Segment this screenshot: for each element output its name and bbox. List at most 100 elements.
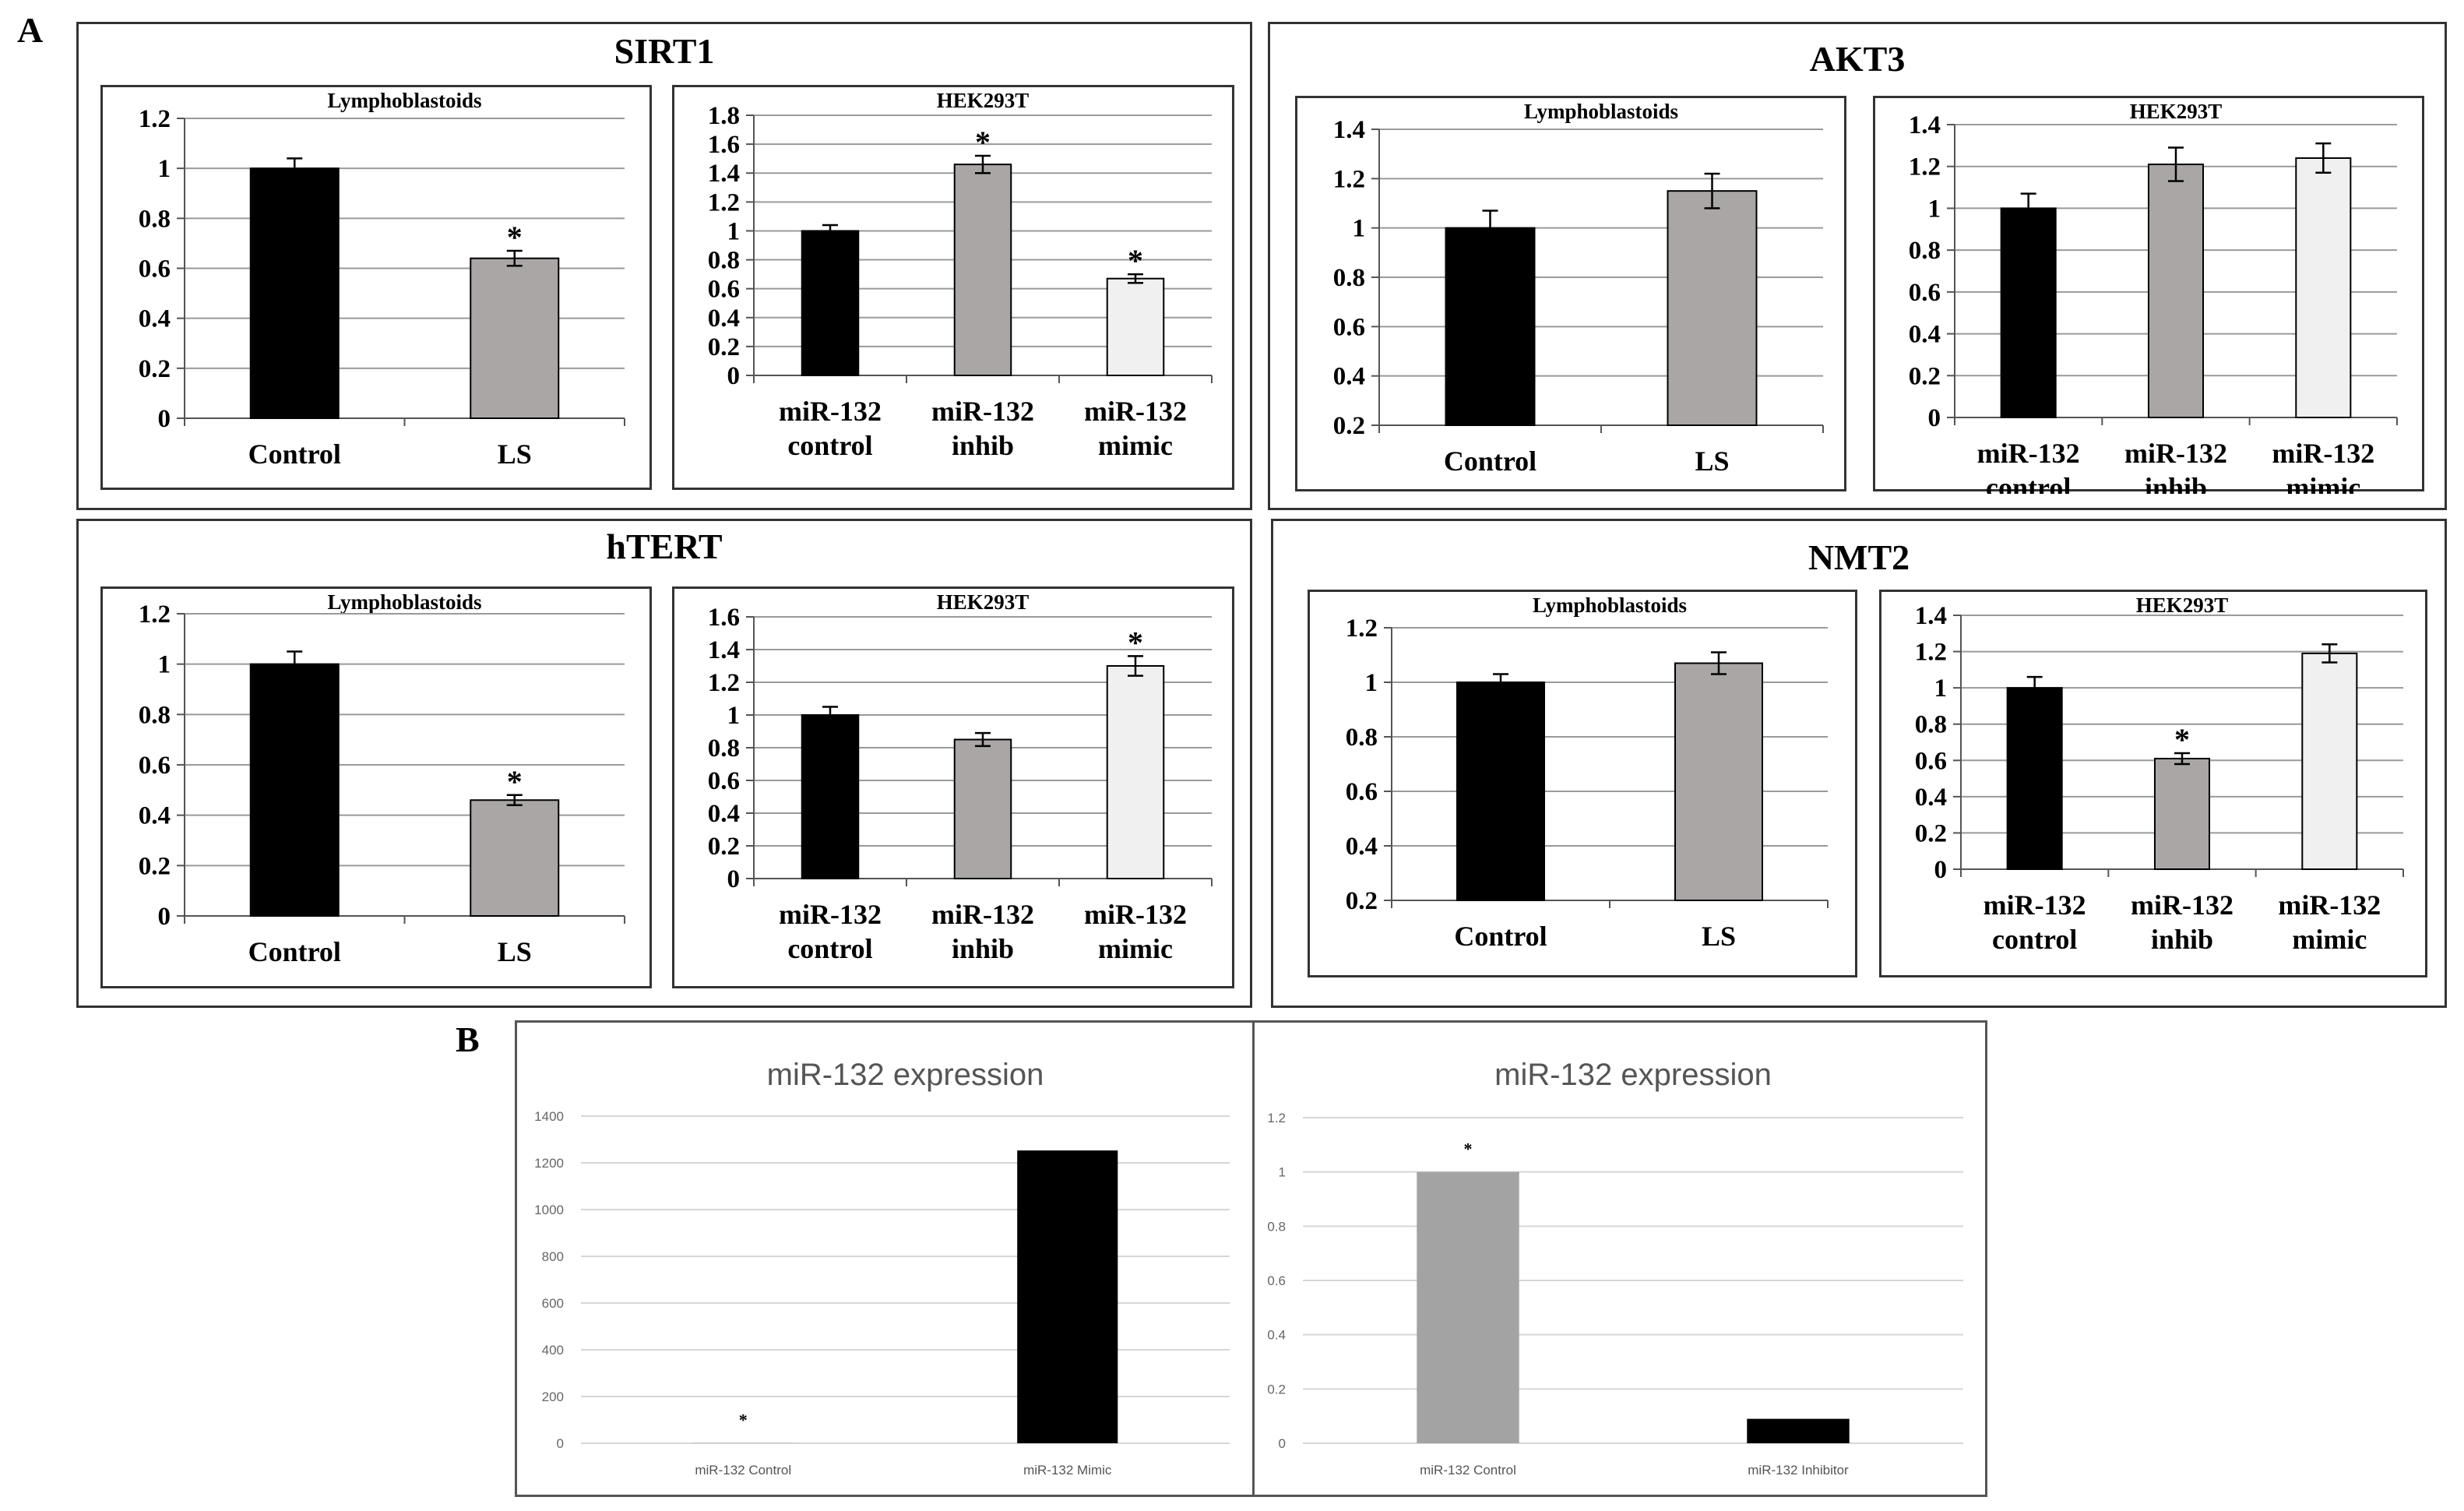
x-category-label: miR-132 (2124, 438, 2227, 469)
chart-nmt2-lymphoblastoids: Lymphoblastoids 0.2 0.4 0.6 0.8 1 1.2 Control LS (1308, 590, 1857, 977)
chart-b-mimic: miR-132 expression 0 200 400 600 800 1000 1200 1… (515, 1020, 1255, 1497)
group-title-sirt1: SIRT1 (614, 31, 715, 71)
chart-title: Lymphoblastoids (327, 590, 481, 614)
y-tick-label: 1.4 (1915, 602, 1947, 630)
y-tick-label: 0.6 (139, 255, 171, 284)
chart-svg-sirt1-hek: HEK293T 00.20.40.60.811.21.41.61.8 miR-132… (708, 89, 1213, 461)
group-title-akt3: AKT3 (1809, 39, 1906, 79)
y-tick-label: 1 (727, 217, 741, 245)
chart-svg-nmt2-hek: HEK293T00.20.40.60.811.21.4miR-132contro… (1915, 593, 2404, 955)
y-tick-label: 0.2 (708, 833, 740, 861)
y-tick-label: 1000 (534, 1203, 564, 1217)
y-tick-label: 0.4 (1915, 784, 1947, 812)
x-category-label: miR-132 (2278, 889, 2381, 921)
chart-svg-akt3-lympho: Lymphoblastoids 0.2 0.4 0.6 0.8 1 1.2 1.4 Contro… (1333, 100, 1824, 477)
x-category-label: Control (248, 936, 341, 967)
chart-akt3-lymphoblastoids: Lymphoblastoids 0.2 0.4 0.6 0.8 1 1.2 1.4 Contro… (1295, 96, 1846, 491)
y-tick-label: 1.2 (1267, 1111, 1286, 1125)
x-category-label: inhib (2151, 924, 2213, 955)
y-tick-label: 1 (1365, 669, 1378, 697)
x-category-label: LS (1702, 921, 1736, 952)
x-category-label: miR-132 (931, 899, 1034, 930)
y-tick-label: 1.4 (1333, 116, 1365, 144)
y-tick-label: 0.6 (139, 752, 171, 780)
y-tick-label: 1 (158, 155, 171, 183)
chart-title: HEK293T (937, 89, 1030, 112)
chart-title: miR-132 expression (767, 1058, 1044, 1092)
x-category-label: control (787, 933, 872, 964)
bar (1674, 662, 1763, 901)
y-tick-label: 0.6 (1909, 279, 1941, 307)
bar (1445, 227, 1536, 426)
bar (953, 738, 1012, 879)
x-category-label: LS (1695, 446, 1729, 477)
chart-svg-htert-hek: HEK293T00.20.40.60.811.21.41.6miR-132con… (708, 590, 1213, 964)
x-category-label: mimic (2292, 924, 2367, 955)
y-tick-label: 1 (727, 702, 741, 730)
y-tick-label: 1 (1928, 195, 1941, 223)
y-tick-label: 0.6 (708, 767, 740, 795)
y-tick-label: 1.2 (1915, 639, 1947, 667)
y-tick-label: 0 (727, 362, 741, 390)
y-tick-label: 0.4 (1267, 1328, 1286, 1343)
y-tick-label: 0 (1279, 1436, 1286, 1451)
x-category-label: control (1992, 924, 2077, 955)
bar (249, 663, 340, 918)
y-tick-label: 0.6 (1333, 313, 1365, 341)
y-tick-label: 800 (542, 1249, 564, 1264)
bar (2295, 157, 2352, 418)
significance-star: * (1128, 625, 1143, 660)
group-nmt2: NMT2 Lymphoblastoids 0.2 0.4 0.6 0.8 1 1.2 Cont… (1271, 519, 2447, 1008)
significance-star: * (507, 764, 523, 799)
y-tick-label: 0.2 (1333, 412, 1365, 440)
y-tick-label: 1.2 (1346, 615, 1378, 643)
bar (2000, 207, 2057, 419)
bar (801, 714, 860, 879)
y-tick-label: 0.4 (139, 305, 171, 333)
chart-title: miR-132 expression (1494, 1058, 1772, 1092)
x-category-label: Control (1444, 446, 1536, 477)
y-tick-label: 1.8 (708, 102, 740, 130)
significance-star: * (1128, 243, 1143, 278)
y-tick-label: 1200 (534, 1156, 564, 1171)
bar (953, 164, 1012, 376)
x-category-label: mimic (1098, 933, 1173, 964)
y-tick-label: 0 (158, 903, 171, 931)
y-tick-label: 1.2 (708, 188, 740, 217)
y-tick-label: 0 (557, 1436, 564, 1451)
x-category-label: miR-132 (1084, 899, 1187, 930)
y-tick-label: 0.8 (708, 734, 740, 763)
x-category-label: control (1986, 472, 2071, 494)
chart-sirt1-lymphoblastoids: Lymphoblastoids 0 0.2 0.4 0.6 0.8 1 1.2 Control *… (100, 85, 652, 490)
bar (1017, 1150, 1118, 1443)
y-tick-label: 1 (1934, 674, 1948, 703)
y-tick-label: 0.8 (1346, 724, 1378, 752)
bar (249, 167, 340, 420)
x-category-label: miR-132 (931, 396, 1034, 427)
x-category-label: mimic (1098, 430, 1173, 461)
y-tick-label: 0.6 (1346, 778, 1378, 806)
y-tick-label: 600 (542, 1296, 564, 1311)
chart-svg-b-mimic: miR-132 expression 0 200 400 600 800 1000 1200 1… (534, 1058, 1230, 1478)
y-tick-label: 0.8 (1915, 711, 1947, 739)
x-category-label: miR-132 Control (695, 1463, 791, 1478)
bar (2301, 652, 2358, 871)
chart-svg-akt3-hek: HEK293T 0 0.2 0.4 0.6 0.8 1 1.2 1.4 miR-132 contro… (1909, 100, 2398, 494)
x-category-label: miR-132 Control (1420, 1463, 1516, 1478)
x-category-label: control (787, 430, 872, 461)
y-tick-label: 200 (542, 1389, 564, 1404)
y-tick-label: 0.2 (1267, 1382, 1286, 1397)
y-tick-label: 0.2 (1915, 819, 1947, 847)
chart-htert-hek293t: HEK293T 0 0.2 0.4 0.6 0.8 1 1.2 1.4 1.6 miR-132 con… (672, 586, 1234, 988)
chart-htert-lymphoblastoids: Lymphoblastoids 0 0.2 0.4 0.6 0.8 1 1.2 Control *… (100, 586, 652, 988)
x-category-label: miR-132 (1084, 396, 1187, 427)
panel-label-b: B (456, 1020, 480, 1059)
y-tick-label: 1.2 (1909, 153, 1941, 181)
y-tick-label: 0.4 (708, 800, 740, 828)
y-tick-label: 0.8 (1333, 264, 1365, 292)
bar (1106, 665, 1165, 879)
x-category-label: miR-132 (2272, 438, 2374, 469)
y-tick-label: 400 (542, 1343, 564, 1358)
y-tick-label: 0.8 (708, 247, 740, 275)
y-tick-label: 0.2 (1909, 362, 1941, 390)
